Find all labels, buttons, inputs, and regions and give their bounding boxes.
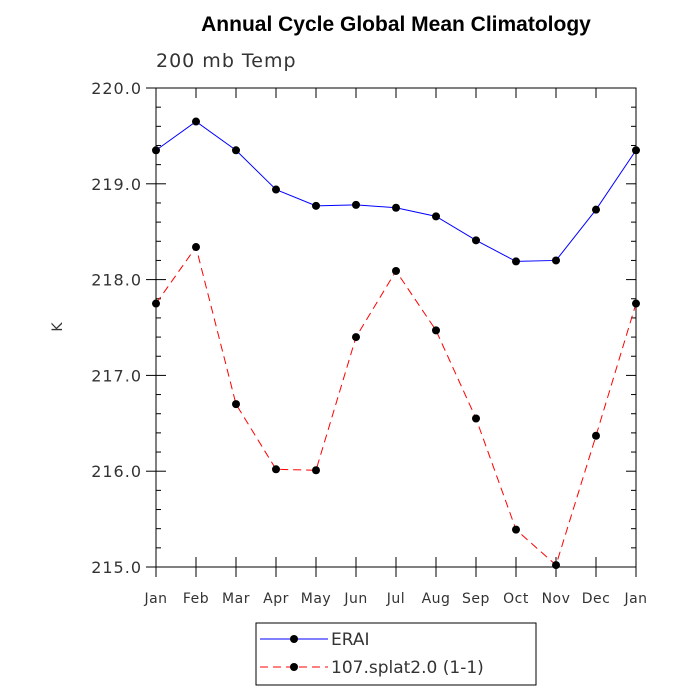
- series-0-point: [312, 201, 320, 210]
- series-0-point: [152, 146, 160, 155]
- series-1-point: [512, 525, 520, 534]
- series-line-1: [155, 245, 637, 566]
- y-tick-label: 216.0: [91, 462, 142, 481]
- y-tick-label: 220.0: [91, 79, 142, 98]
- legend-box: [255, 622, 537, 686]
- x-tick-label: Jan: [623, 591, 647, 607]
- series-1-point: [392, 266, 400, 275]
- series-1-point: [472, 414, 480, 423]
- legend-label-erai: ERAI: [331, 630, 370, 650]
- x-tick-label: Oct: [503, 591, 529, 607]
- y-tick-label: 219.0: [91, 175, 142, 194]
- x-tick-label: Jun: [343, 591, 367, 607]
- series-0-point: [592, 205, 600, 214]
- legend-marker-erai: [290, 635, 298, 643]
- series-1-point: [552, 561, 560, 570]
- x-tick-label: Feb: [183, 591, 209, 607]
- series-1-point: [152, 299, 160, 308]
- x-tick-label: May: [301, 591, 331, 607]
- series-0-point: [432, 212, 440, 221]
- chart-subtitle: 200 mb Temp: [156, 50, 297, 72]
- series-0-point: [552, 256, 560, 265]
- series-layer: [152, 117, 640, 570]
- series-0-point: [392, 203, 400, 212]
- series-0-point: [192, 117, 200, 126]
- series-1-point: [352, 333, 360, 342]
- series-0-point: [352, 200, 360, 209]
- series-1-point: [312, 466, 320, 475]
- y-axis-ticks: 215.0 216.0 217.0 218.0 219.0 220.0: [91, 79, 636, 577]
- x-tick-label: Apr: [263, 591, 289, 607]
- legend-marker-splat: [290, 663, 298, 671]
- plot-frame: [155, 87, 637, 568]
- y-axis-label: K: [50, 322, 66, 332]
- x-tick-label: Dec: [582, 591, 611, 607]
- series-1-point: [192, 243, 200, 252]
- x-tick-label: Jan: [143, 591, 167, 607]
- y-tick-label: 215.0: [91, 558, 142, 577]
- x-tick-label: Nov: [542, 591, 571, 607]
- series-1-point: [272, 465, 280, 474]
- x-tick-label: Jul: [386, 591, 405, 607]
- x-axis-ticks: Jan Feb Mar Apr May Jun Jul Aug Sep Oct Nov Dec Jan: [143, 88, 647, 607]
- series-0-point: [272, 185, 280, 194]
- series-1-point: [592, 431, 600, 440]
- y-tick-label: 217.0: [91, 366, 142, 385]
- series-0-point: [232, 146, 240, 155]
- series-0-point: [632, 146, 640, 155]
- series-1-point: [632, 299, 640, 308]
- legend: ERAI 107.splat2.0 (1-1): [255, 622, 537, 686]
- x-tick-label: Sep: [462, 591, 490, 607]
- y-tick-label: 218.0: [91, 271, 142, 290]
- x-tick-label: Aug: [422, 591, 451, 607]
- series-1-point: [432, 326, 440, 335]
- legend-label-splat: 107.splat2.0 (1-1): [331, 658, 484, 678]
- chart-title: Annual Cycle Global Mean Climatology: [201, 13, 591, 36]
- series-1-point: [232, 400, 240, 409]
- series-line-0: [155, 120, 637, 262]
- x-tick-label: Mar: [222, 591, 250, 607]
- series-0-point: [512, 257, 520, 266]
- series-0-point: [472, 236, 480, 245]
